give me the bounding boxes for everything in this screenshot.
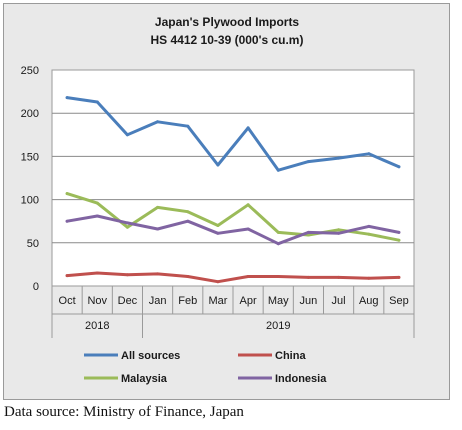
y-tick-label: 50	[27, 238, 39, 250]
x-tick-label: Jun	[300, 295, 318, 307]
year-group-label: 2018	[85, 320, 109, 332]
data-point-malaysia	[397, 238, 401, 242]
data-point-all-sources	[65, 96, 69, 100]
data-point-all-sources	[186, 124, 190, 128]
source-note: Data source: Ministry of Finance, Japan	[4, 404, 244, 420]
data-point-indonesia	[186, 219, 190, 223]
data-point-malaysia	[186, 210, 190, 214]
data-point-all-sources	[367, 152, 371, 156]
x-tick-label: Oct	[59, 295, 76, 307]
data-point-all-sources	[276, 168, 280, 172]
data-point-china	[65, 274, 69, 278]
series-line-indonesia	[65, 214, 401, 246]
data-point-malaysia	[216, 224, 220, 227]
data-point-indonesia	[125, 221, 129, 225]
x-axis-ticks: Oct Nov Dec Jan Feb Mar Apr May Jun Jul Aug Sep 2018…	[51, 286, 415, 338]
data-point-indonesia	[306, 230, 310, 234]
y-axis-ticks: 0 50 100 150 200 250	[21, 65, 39, 293]
data-point-indonesia	[246, 227, 250, 231]
data-point-all-sources	[397, 165, 401, 169]
data-point-china	[95, 271, 99, 275]
data-point-china	[397, 275, 401, 279]
y-tick-label: 250	[21, 65, 39, 77]
data-point-malaysia	[65, 192, 69, 196]
data-point-indonesia	[276, 242, 280, 246]
data-point-indonesia	[216, 231, 220, 235]
data-point-indonesia	[95, 214, 99, 218]
data-point-all-sources	[95, 100, 99, 104]
data-point-china	[156, 272, 160, 276]
data-point-china	[276, 275, 280, 278]
y-tick-label: 0	[33, 281, 39, 293]
data-point-malaysia	[156, 205, 160, 209]
y-tick-label: 100	[21, 195, 39, 207]
data-point-all-sources	[246, 126, 250, 130]
chart-subtitle: HS 4412 10-39 (000's cu.m)	[151, 33, 304, 47]
x-tick-label: Nov	[87, 295, 107, 307]
data-point-malaysia	[125, 225, 129, 229]
series-layer	[65, 96, 401, 284]
data-point-malaysia	[246, 203, 250, 207]
data-point-china	[367, 276, 371, 280]
legend: All sources China Malaysia Indonesia	[84, 350, 327, 385]
y-tick-label: 150	[21, 151, 39, 163]
data-point-all-sources	[216, 163, 220, 167]
data-point-china	[186, 275, 190, 278]
legend-label-indonesia: Indonesia	[275, 373, 327, 385]
chart-title: Japan's Plywood Imports	[155, 15, 300, 29]
data-point-malaysia	[276, 230, 280, 234]
data-point-china	[246, 275, 250, 278]
data-point-all-sources	[306, 160, 310, 164]
data-point-malaysia	[95, 201, 99, 205]
x-tick-label: Aug	[359, 295, 379, 307]
data-point-indonesia	[65, 219, 69, 223]
x-tick-label: Feb	[178, 295, 197, 307]
x-tick-label: Apr	[240, 295, 257, 307]
series-line-all-sources	[65, 96, 401, 172]
data-point-all-sources	[337, 156, 341, 160]
data-point-indonesia	[337, 231, 341, 235]
x-tick-label: May	[268, 295, 289, 307]
legend-label-all-sources: All sources	[121, 350, 180, 362]
legend-label-china: China	[275, 350, 306, 362]
y-tick-label: 200	[21, 108, 39, 120]
data-point-china	[306, 275, 310, 279]
x-tick-label: Sep	[389, 295, 409, 307]
series-line-china	[65, 271, 401, 284]
grid-layer	[52, 112, 414, 244]
data-point-indonesia	[156, 227, 160, 231]
plot-area	[51, 69, 415, 287]
year-group-label: 2019	[266, 320, 290, 332]
data-point-indonesia	[367, 224, 371, 228]
data-point-all-sources	[156, 120, 160, 124]
data-point-china	[337, 275, 341, 279]
data-point-malaysia	[337, 228, 341, 232]
chart-frame: Japan's Plywood Imports HS 4412 10-39 (0…	[3, 3, 450, 400]
data-point-indonesia	[397, 230, 401, 234]
data-point-malaysia	[367, 232, 371, 236]
x-tick-label: Dec	[118, 295, 138, 307]
x-tick-label: Jan	[149, 295, 167, 307]
data-point-all-sources	[125, 133, 129, 137]
data-point-china	[125, 273, 129, 277]
data-point-china	[216, 280, 220, 284]
x-tick-label: Mar	[208, 295, 227, 307]
chart-svg: Japan's Plywood Imports HS 4412 10-39 (0…	[21, 15, 415, 385]
legend-label-malaysia: Malaysia	[121, 373, 168, 385]
x-tick-label: Jul	[332, 295, 346, 307]
